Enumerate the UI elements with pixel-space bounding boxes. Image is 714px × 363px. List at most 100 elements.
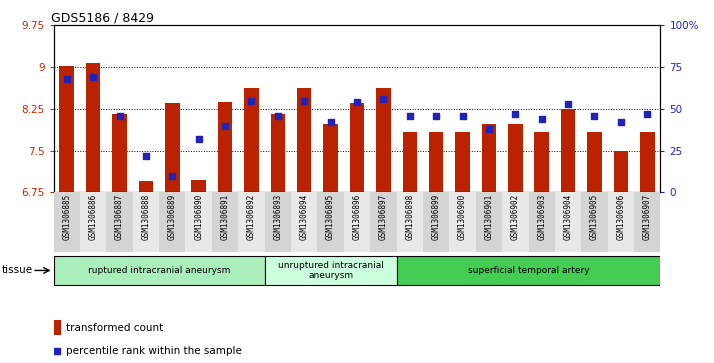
Bar (560, 109, 575, 192)
Bar (165, 103, 179, 192)
Point (219, 123, 231, 129)
Bar (297, 88, 311, 192)
Bar (476, 192, 502, 252)
Text: GSM1306896: GSM1306896 (353, 194, 361, 240)
Bar (350, 103, 364, 192)
Bar (403, 132, 417, 192)
Bar (244, 88, 258, 192)
Text: GDS5186 / 8429: GDS5186 / 8429 (51, 11, 154, 24)
Bar (271, 114, 285, 192)
Text: unruptured intracranial
aneurysm: unruptured intracranial aneurysm (278, 261, 383, 280)
Point (378, 96, 389, 102)
Point (431, 113, 442, 118)
Text: GSM1306889: GSM1306889 (168, 194, 177, 240)
Text: GSM1306905: GSM1306905 (590, 194, 599, 240)
Bar (508, 124, 523, 192)
Text: GSM1306885: GSM1306885 (62, 194, 71, 240)
Point (457, 113, 468, 118)
Bar (456, 132, 470, 192)
Bar (608, 192, 634, 252)
Bar (555, 192, 581, 252)
Text: GSM1306886: GSM1306886 (89, 194, 98, 240)
Text: GSM1306894: GSM1306894 (300, 194, 308, 240)
Text: GSM1306903: GSM1306903 (537, 194, 546, 240)
Point (483, 126, 495, 132)
Bar (59, 66, 74, 192)
Bar (429, 132, 443, 192)
Bar (344, 192, 370, 252)
Bar (112, 114, 127, 192)
Bar (54, 192, 80, 252)
Point (351, 99, 363, 105)
Text: GSM1306890: GSM1306890 (194, 194, 203, 240)
Point (114, 113, 125, 118)
Point (642, 111, 653, 117)
Point (298, 98, 310, 103)
Bar (323, 125, 338, 192)
Point (510, 111, 521, 117)
Point (61, 76, 72, 82)
Point (272, 113, 283, 118)
Bar (502, 192, 528, 252)
Point (193, 136, 204, 142)
Bar (396, 256, 660, 285)
Text: GSM1306897: GSM1306897 (379, 194, 388, 240)
Bar (212, 192, 238, 252)
Text: tissue: tissue (2, 265, 34, 276)
Bar (634, 192, 660, 252)
Point (140, 153, 151, 159)
Text: GSM1306902: GSM1306902 (511, 194, 520, 240)
Bar (139, 181, 154, 192)
Bar (159, 192, 186, 252)
Bar (376, 88, 391, 192)
Point (166, 173, 178, 179)
Bar (218, 102, 232, 192)
Bar (54, 256, 265, 285)
Text: GSM1306891: GSM1306891 (221, 194, 230, 240)
Bar (133, 192, 159, 252)
Bar (186, 192, 212, 252)
Point (246, 98, 257, 103)
Point (325, 119, 336, 125)
Bar (80, 192, 106, 252)
Text: superficial temporal artery: superficial temporal artery (468, 266, 589, 275)
Text: GSM1306895: GSM1306895 (326, 194, 335, 240)
Text: GSM1306888: GSM1306888 (141, 194, 151, 240)
Text: GSM1306907: GSM1306907 (643, 194, 652, 240)
Bar (613, 151, 628, 192)
Text: GSM1306898: GSM1306898 (406, 194, 414, 240)
Bar (640, 132, 655, 192)
Point (404, 113, 416, 118)
Text: GSM1306892: GSM1306892 (247, 194, 256, 240)
Bar (54, 320, 61, 335)
Text: GSM1306900: GSM1306900 (458, 194, 467, 240)
Bar (106, 192, 133, 252)
Point (536, 116, 548, 122)
Point (615, 119, 627, 125)
Text: transformed count: transformed count (66, 323, 164, 333)
Bar (370, 192, 396, 252)
Point (52, 348, 63, 354)
Bar (318, 192, 344, 252)
Point (589, 113, 600, 118)
Bar (86, 63, 101, 192)
Bar (238, 192, 265, 252)
Text: ruptured intracranial aneurysm: ruptured intracranial aneurysm (88, 266, 231, 275)
Text: GSM1306901: GSM1306901 (484, 194, 493, 240)
Bar (423, 192, 449, 252)
Text: GSM1306906: GSM1306906 (616, 194, 625, 240)
Bar (482, 125, 496, 192)
Bar (396, 192, 423, 252)
Point (87, 74, 99, 80)
Bar (291, 192, 318, 252)
Text: percentile rank within the sample: percentile rank within the sample (66, 346, 242, 356)
Bar (587, 132, 602, 192)
Text: GSM1306904: GSM1306904 (563, 194, 573, 240)
Text: GSM1306899: GSM1306899 (432, 194, 441, 240)
Bar (449, 192, 476, 252)
Bar (191, 180, 206, 192)
Bar (265, 256, 396, 285)
Bar (535, 132, 549, 192)
Text: GSM1306893: GSM1306893 (273, 194, 282, 240)
Bar (581, 192, 608, 252)
